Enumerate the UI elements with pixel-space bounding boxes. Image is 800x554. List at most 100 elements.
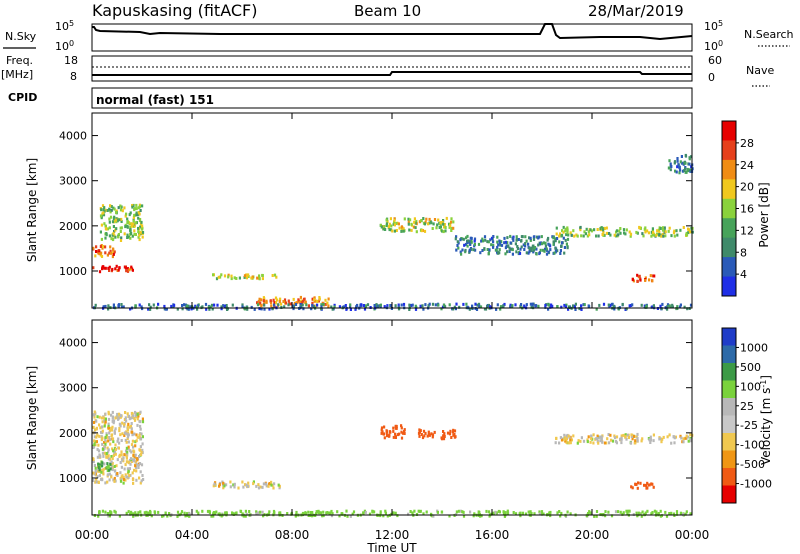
power-colorbar-tick-label-0: 28	[740, 137, 754, 150]
power-cell-7	[659, 227, 662, 230]
power-cell-6	[508, 250, 511, 253]
power-cell-3	[219, 275, 222, 279]
power-cell-2	[130, 232, 133, 235]
power-cell-6	[470, 247, 473, 251]
power-cell-6	[482, 239, 485, 243]
nave-tick-high: 60	[708, 54, 722, 67]
power-cell-10	[514, 303, 517, 307]
power-cell-6	[558, 240, 561, 244]
velocity-cell-0	[134, 440, 137, 444]
velocity-cell-7	[139, 510, 142, 514]
velocity-cell-5	[630, 433, 633, 437]
power-cell-6	[516, 247, 519, 250]
power-cell-5	[385, 218, 388, 222]
velocity-cell-4	[418, 434, 421, 438]
velocity-cell-0	[118, 441, 121, 445]
velocity-cell-7	[235, 511, 238, 515]
velocity-cell-7	[195, 509, 198, 513]
power-cell-6	[487, 252, 490, 256]
power-cell-6	[506, 250, 509, 254]
power-cell-7	[602, 230, 605, 234]
power-cell-10	[283, 305, 286, 309]
velocity-cell-0	[118, 429, 121, 433]
velocity-cell-0	[135, 478, 138, 482]
power-cell-5	[443, 223, 446, 226]
power-cell-9	[684, 167, 687, 171]
velocity-cell-7	[212, 511, 215, 514]
velocity-cell-5	[636, 432, 639, 436]
velocity-cell-0	[101, 429, 104, 433]
velocity-cell-7	[462, 514, 466, 518]
velocity-cell-7	[472, 514, 475, 518]
power-cell-2	[120, 220, 123, 223]
power-cell-1	[94, 254, 97, 258]
velocity-cell-7	[566, 510, 569, 514]
velocity-cell-0	[134, 444, 137, 448]
power-cell-7	[658, 230, 661, 234]
power-ytick-label-1: 2000	[59, 220, 87, 233]
velocity-cell-5	[680, 436, 683, 440]
power-cell-10	[479, 305, 483, 309]
power-cell-10	[434, 303, 437, 307]
power-cell-7	[650, 230, 653, 234]
power-cell-6	[552, 240, 555, 244]
power-colorbar-swatch-7	[722, 257, 736, 278]
velocity-cell-5	[565, 437, 568, 441]
power-cell-6	[552, 236, 555, 240]
velocity-cell-0	[131, 439, 134, 443]
power-cell-1	[106, 253, 109, 257]
power-cell-10	[333, 303, 336, 307]
power-cell-4	[260, 298, 263, 302]
freq-strip: Freq. [MHz] 18 8 60 0 Nave	[1, 54, 774, 87]
velocity-cell-0	[141, 420, 145, 424]
power-cell-7	[691, 230, 694, 234]
velocity-cell-7	[653, 509, 656, 513]
power-cell-10	[476, 303, 479, 307]
power-cell-5	[414, 221, 417, 225]
velocity-cell-7	[162, 514, 165, 518]
power-cell-10	[660, 307, 663, 311]
power-cell-10	[580, 304, 583, 308]
power-cell-2	[102, 211, 105, 215]
power-cell-10	[419, 304, 422, 308]
velocity-cell-5	[564, 436, 567, 440]
power-cell-6	[538, 252, 541, 256]
power-cell-2	[138, 203, 141, 207]
velocity-cell-3	[392, 429, 395, 433]
power-cell-10	[612, 304, 616, 308]
power-cell-10	[535, 304, 538, 308]
power-cell-6	[503, 236, 506, 240]
velocity-cell-0	[100, 469, 103, 473]
power-cell-10	[414, 307, 418, 311]
power-cell-2	[117, 235, 120, 239]
power-cell-10	[560, 305, 563, 309]
velocity-cell-7	[627, 509, 630, 513]
velocity-cell-0	[120, 439, 123, 442]
power-cell-4	[265, 300, 268, 304]
power-cell-4	[292, 297, 295, 301]
power-cell-5	[448, 225, 451, 229]
velocity-cell-5	[592, 441, 595, 445]
velocity-cell-7	[559, 514, 562, 518]
power-cell-1	[101, 245, 104, 248]
power-colorbar-swatch-0	[722, 121, 736, 141]
power-cell-9	[689, 168, 692, 172]
power-cell-6	[532, 235, 535, 239]
velocity-cell-6	[643, 483, 646, 487]
power-cell-6	[552, 242, 555, 246]
power-cell-10	[333, 305, 336, 309]
velocity-cell-7	[148, 512, 152, 516]
power-cell-8	[638, 274, 641, 278]
power-cell-10	[260, 307, 263, 311]
velocity-cell-5	[641, 437, 644, 441]
velocity-cell-2	[252, 480, 255, 484]
velocity-cell-7	[125, 511, 128, 515]
power-cell-6	[498, 239, 501, 243]
power-cell-6	[547, 236, 550, 240]
power-cell-5	[445, 216, 448, 220]
power-cell-5	[412, 225, 415, 229]
power-cell-6	[486, 240, 489, 244]
power-cell-6	[506, 241, 509, 245]
power-cell-10	[117, 303, 121, 307]
velocity-cell-6	[636, 486, 639, 490]
